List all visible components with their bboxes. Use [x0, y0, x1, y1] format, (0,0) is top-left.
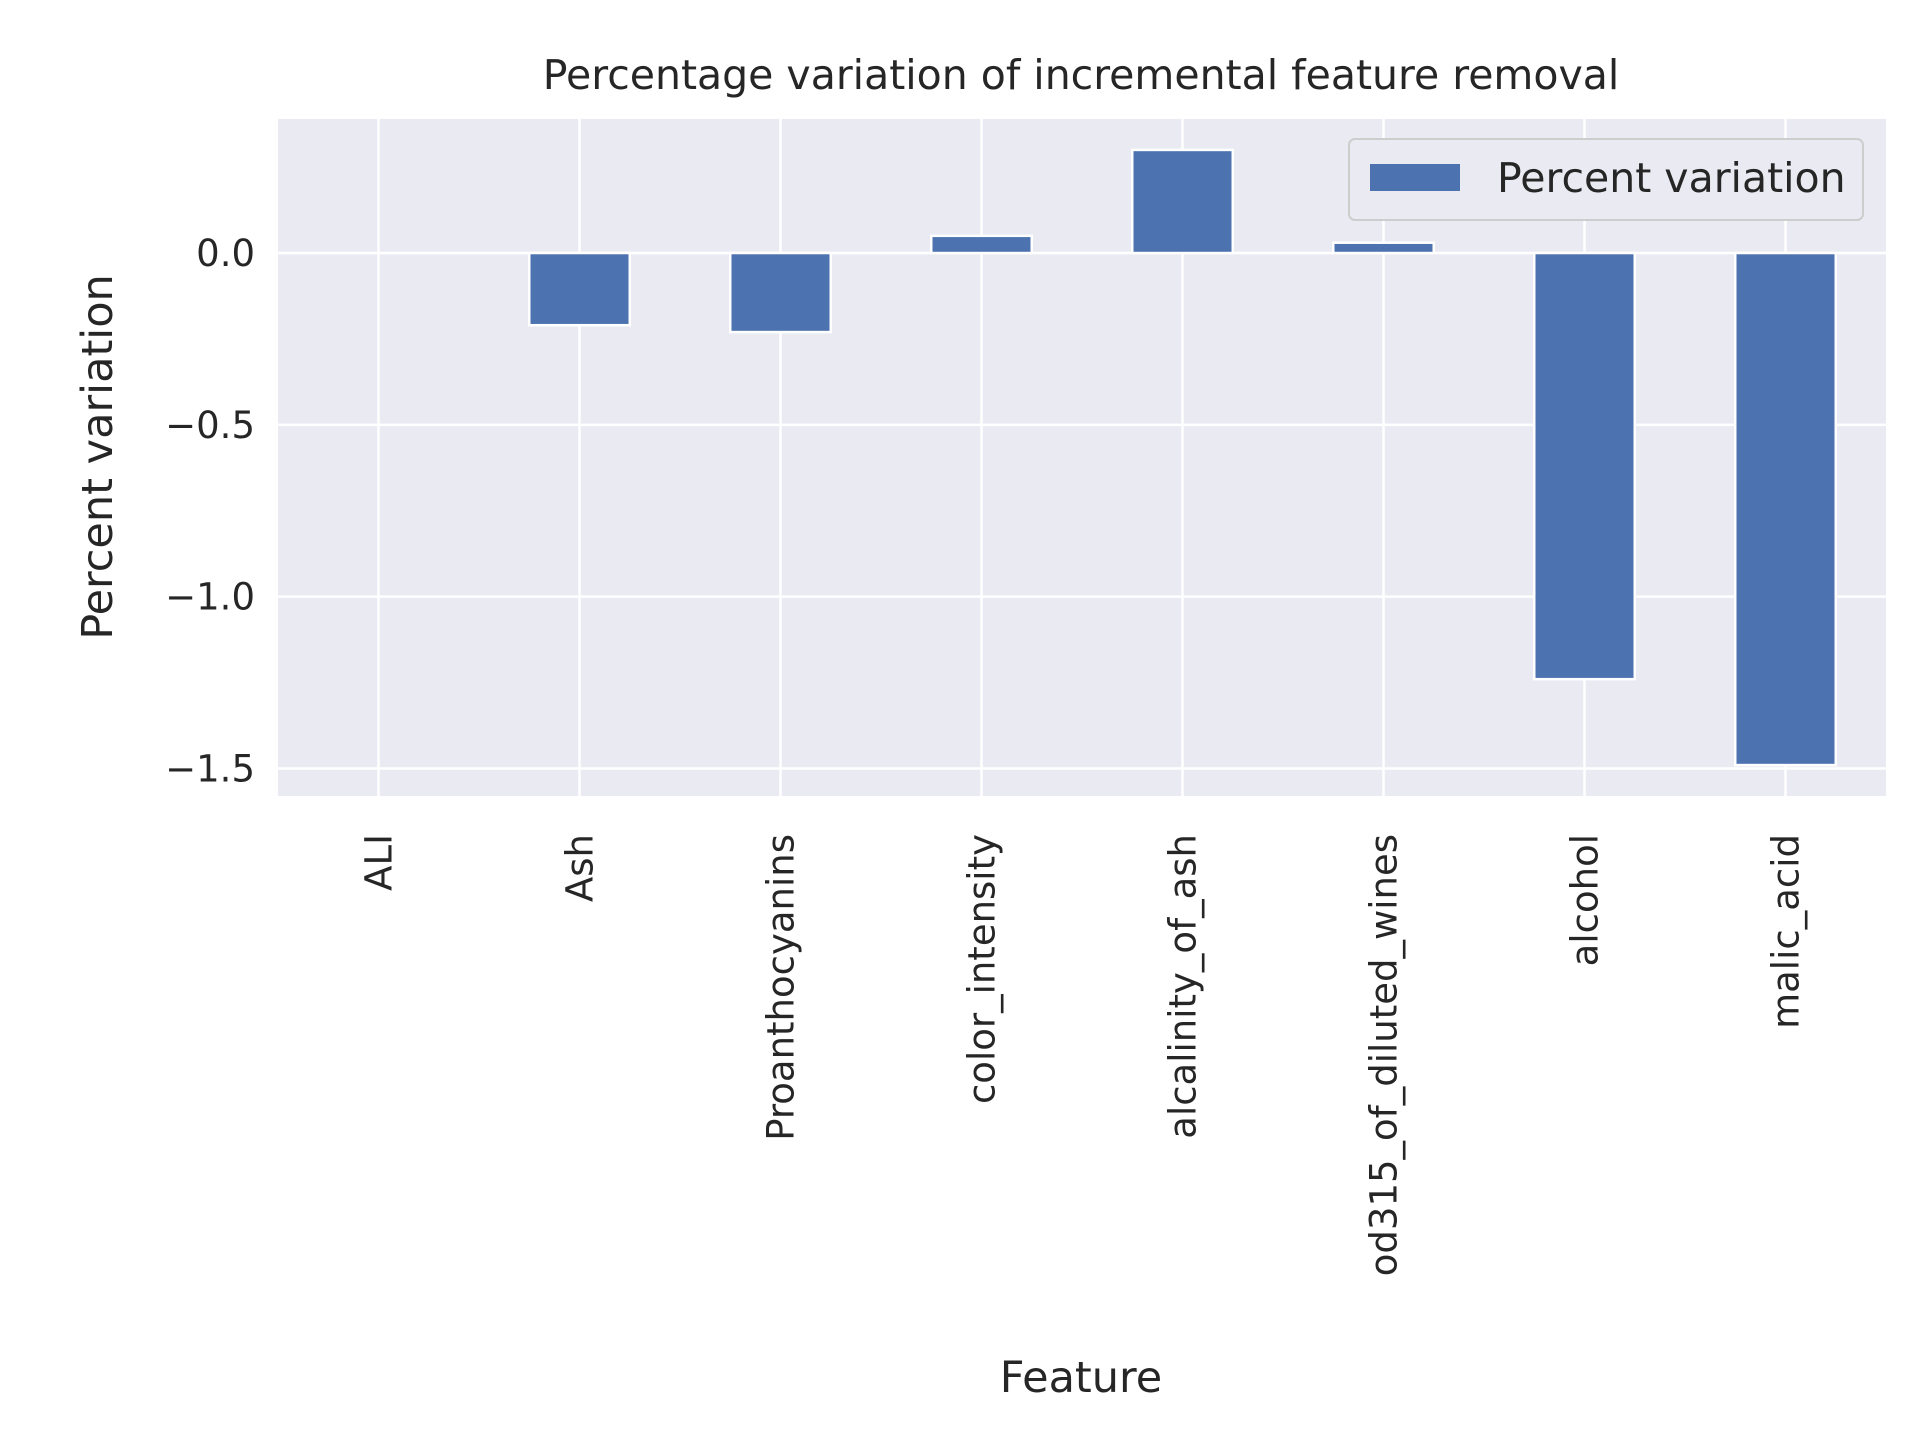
y-tick-label: −1.0	[165, 576, 255, 619]
bar-alcalinity_of_ash	[1131, 148, 1234, 255]
y-tick-label: 0.0	[196, 232, 255, 275]
bar-Proanthocyanins	[729, 251, 832, 334]
legend: Percent variation	[1348, 138, 1864, 221]
legend-label: Percent variation	[1497, 154, 1846, 202]
bar-color_intensity	[930, 234, 1033, 255]
y-tick-label: −0.5	[165, 404, 255, 447]
x-tick-label: Proanthocyanins	[760, 834, 803, 1141]
legend-swatch	[1370, 164, 1460, 191]
x-tick-labels: ALI Ash Proanthocyanins color_intensity alca…	[358, 834, 1808, 1276]
bar-od315_of_diluted_wines	[1332, 241, 1435, 255]
y-tick-label: −1.5	[165, 748, 255, 791]
y-tick-labels: 0.0 −0.5 −1.0 −1.5	[165, 232, 255, 790]
x-tick-label: alcohol	[1564, 834, 1607, 966]
bars	[528, 148, 1837, 767]
bar-alcohol	[1533, 251, 1636, 681]
bar-malic_acid	[1734, 251, 1837, 767]
chart-title: Percentage variation of incremental feat…	[543, 51, 1619, 99]
x-tick-label: color_intensity	[961, 834, 1004, 1104]
bar-Ash	[528, 251, 631, 327]
y-axis-label: Percent variation	[73, 274, 123, 640]
x-tick-label: od315_of_diluted_wines	[1363, 834, 1406, 1276]
x-tick-label: malic_acid	[1765, 834, 1808, 1029]
x-tick-label: Ash	[559, 834, 602, 902]
x-axis-label: Feature	[1000, 1353, 1163, 1403]
x-tick-label: alcalinity_of_ash	[1162, 834, 1205, 1139]
legend-box	[1348, 138, 1864, 221]
x-tick-label: ALI	[358, 834, 401, 891]
